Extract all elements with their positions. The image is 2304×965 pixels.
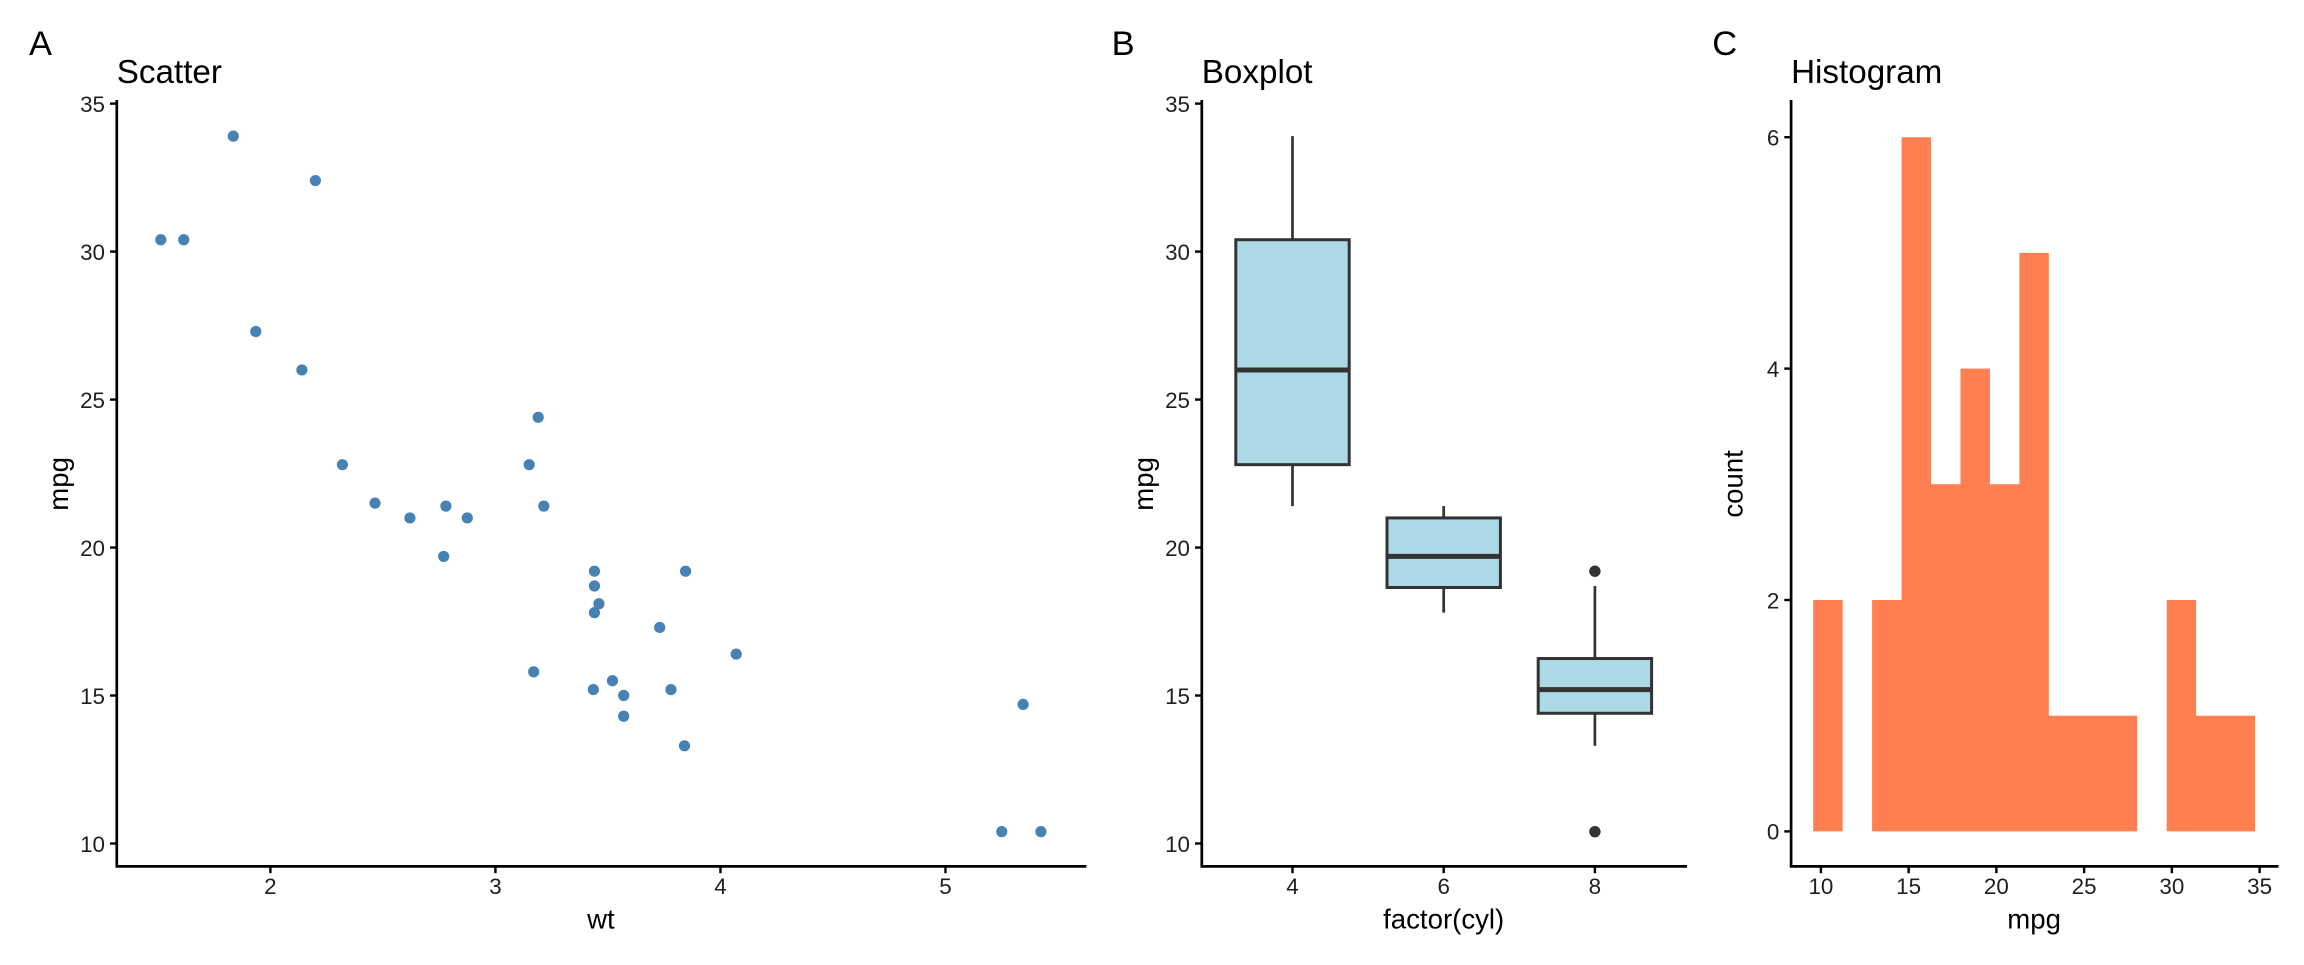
svg-text:mpg: mpg [2007, 904, 2061, 935]
svg-text:B: B [1112, 25, 1135, 63]
svg-text:10: 10 [1808, 874, 1833, 899]
svg-text:10: 10 [1165, 832, 1190, 857]
svg-text:20: 20 [1984, 874, 2009, 899]
svg-text:factor(cyl): factor(cyl) [1383, 904, 1504, 935]
svg-text:C: C [1712, 25, 1737, 63]
svg-text:Scatter: Scatter [117, 54, 222, 91]
svg-text:2: 2 [264, 874, 276, 899]
svg-text:30: 30 [2159, 874, 2184, 899]
svg-text:30: 30 [80, 240, 105, 265]
svg-text:Boxplot: Boxplot [1202, 54, 1313, 91]
svg-text:20: 20 [80, 536, 105, 561]
svg-text:4: 4 [714, 874, 726, 899]
svg-text:15: 15 [1896, 874, 1921, 899]
svg-text:25: 25 [2072, 874, 2097, 899]
svg-text:0: 0 [1767, 820, 1779, 845]
svg-text:mpg: mpg [43, 457, 74, 511]
svg-text:4: 4 [1286, 874, 1298, 899]
svg-text:4: 4 [1767, 357, 1779, 382]
svg-text:3: 3 [489, 874, 501, 899]
svg-text:6: 6 [1767, 126, 1779, 151]
svg-text:15: 15 [1165, 684, 1190, 709]
svg-text:2: 2 [1767, 588, 1779, 613]
svg-text:5: 5 [939, 874, 951, 899]
svg-text:Histogram: Histogram [1791, 54, 1942, 91]
svg-text:mpg: mpg [1128, 457, 1159, 511]
svg-text:15: 15 [80, 684, 105, 709]
svg-text:35: 35 [2247, 874, 2272, 899]
svg-text:10: 10 [80, 832, 105, 857]
svg-text:35: 35 [1165, 92, 1190, 117]
svg-text:wt: wt [586, 904, 615, 935]
svg-text:8: 8 [1589, 874, 1601, 899]
svg-text:count: count [1718, 450, 1749, 518]
svg-text:6: 6 [1437, 874, 1449, 899]
svg-text:A: A [29, 25, 52, 63]
svg-text:35: 35 [80, 92, 105, 117]
svg-text:30: 30 [1165, 240, 1190, 265]
svg-text:25: 25 [80, 388, 105, 413]
svg-text:25: 25 [1165, 388, 1190, 413]
svg-text:20: 20 [1165, 536, 1190, 561]
